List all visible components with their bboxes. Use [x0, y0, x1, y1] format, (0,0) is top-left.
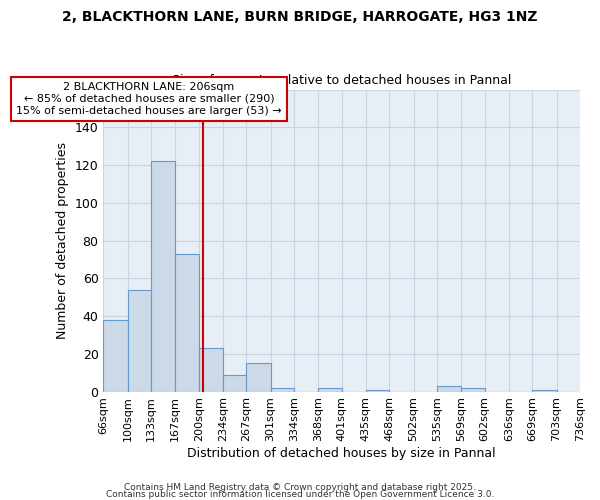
Bar: [128, 290, 151, 392]
Title: Size of property relative to detached houses in Pannal: Size of property relative to detached ho…: [172, 74, 511, 87]
Text: 2, BLACKTHORN LANE, BURN BRIDGE, HARROGATE, HG3 1NZ: 2, BLACKTHORN LANE, BURN BRIDGE, HARROGA…: [62, 10, 538, 24]
Bar: [461, 388, 485, 392]
Bar: [199, 348, 223, 392]
Bar: [532, 390, 557, 392]
Bar: [271, 388, 294, 392]
Text: Contains HM Land Registry data © Crown copyright and database right 2025.: Contains HM Land Registry data © Crown c…: [124, 484, 476, 492]
Bar: [103, 320, 128, 392]
Bar: [151, 162, 175, 392]
Text: 2 BLACKTHORN LANE: 206sqm
← 85% of detached houses are smaller (290)
15% of semi: 2 BLACKTHORN LANE: 206sqm ← 85% of detac…: [16, 82, 282, 116]
Bar: [175, 254, 199, 392]
Y-axis label: Number of detached properties: Number of detached properties: [56, 142, 69, 339]
Bar: [437, 386, 461, 392]
Bar: [247, 364, 271, 392]
X-axis label: Distribution of detached houses by size in Pannal: Distribution of detached houses by size …: [187, 447, 496, 460]
Bar: [318, 388, 341, 392]
Bar: [223, 374, 247, 392]
Bar: [366, 390, 389, 392]
Text: Contains public sector information licensed under the Open Government Licence 3.: Contains public sector information licen…: [106, 490, 494, 499]
